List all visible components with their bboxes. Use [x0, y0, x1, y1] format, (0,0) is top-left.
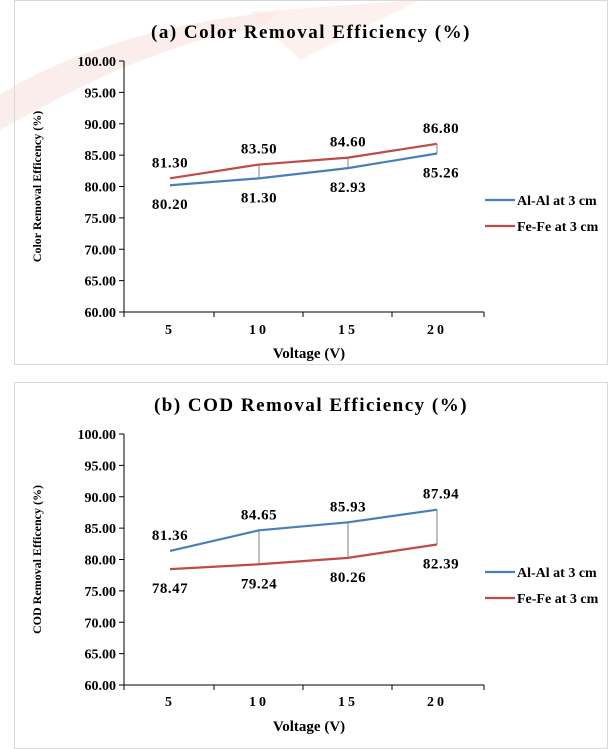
x-tick-label: 10 [249, 695, 269, 710]
legend-label: Fe-Fe at 3 cm [517, 220, 599, 235]
series-line-al-al [169, 152, 438, 187]
data-label: 82.93 [330, 180, 366, 196]
y-tick-label: 65.00 [85, 275, 117, 290]
data-label: 81.30 [241, 190, 277, 206]
data-label: 79.24 [241, 576, 277, 592]
y-tick-label: 75.00 [85, 212, 117, 227]
legend-label: Fe-Fe at 3 cm [517, 592, 599, 607]
x-tick-label: 15 [338, 323, 358, 338]
y-tick-label: 95.00 [85, 86, 117, 101]
data-label: 81.36 [152, 528, 188, 544]
x-tick-label: 10 [249, 323, 269, 338]
y-tick-label: 80.00 [85, 554, 117, 569]
data-label: 87.94 [423, 487, 459, 503]
chart-panel-color: (a) Color Removal Efficiency (%) [14, 0, 608, 365]
x-tick-label: 20 [427, 695, 447, 710]
y-tick-label: 80.00 [85, 181, 117, 196]
y-tick-label: 65.00 [85, 648, 117, 663]
y-tick-label: 90.00 [85, 118, 117, 133]
data-label: 86.80 [423, 121, 459, 137]
x-tick-label: 15 [338, 695, 358, 710]
legend-label: Al-Al at 3 cm [517, 194, 597, 209]
data-label: 80.26 [330, 570, 366, 586]
x-tick-label: 5 [165, 323, 175, 338]
x-tick-label: 20 [427, 323, 447, 338]
data-label: 84.60 [330, 135, 366, 151]
data-label: 81.30 [152, 155, 188, 171]
x-tick-label: 5 [165, 695, 175, 710]
y-tick-label: 75.00 [85, 585, 117, 600]
x-axis-label: Voltage (V) [273, 346, 345, 362]
y-tick-label: 85.00 [85, 522, 117, 537]
y-tick-label: 70.00 [85, 243, 117, 258]
data-label: 83.50 [241, 142, 277, 158]
series-line-fe-fe [169, 543, 438, 571]
y-tick-label: 90.00 [85, 491, 117, 506]
data-label: 85.93 [330, 499, 366, 515]
y-tick-label: 85.00 [85, 149, 117, 164]
series-line-fe-fe [169, 142, 438, 180]
y-tick-label: 70.00 [85, 616, 117, 631]
data-label: 85.26 [423, 165, 459, 181]
chart-title: (b) COD Removal Efficiency (%) [153, 395, 469, 416]
y-axis-label: Color Removal Efficency (%) [30, 111, 44, 262]
y-axis-label: COD Removal Efficency (%) [30, 485, 44, 634]
y-tick-label: 60.00 [85, 679, 117, 694]
y-tick-label: 60.00 [85, 306, 117, 321]
data-label: 78.47 [152, 581, 188, 597]
chart-title: (a) Color Removal Efficiency (%) [151, 22, 471, 43]
data-label: 82.39 [423, 557, 459, 573]
y-tick-label: 100.00 [78, 428, 117, 443]
data-label: 84.65 [241, 507, 277, 523]
y-tick-label: 100.00 [78, 55, 117, 70]
x-axis-label: Voltage (V) [273, 719, 345, 735]
y-tick-label: 95.00 [85, 459, 117, 474]
data-label: 80.20 [152, 197, 188, 213]
series-line-al-al [169, 508, 438, 553]
legend-label: Al-Al at 3 cm [517, 566, 597, 581]
